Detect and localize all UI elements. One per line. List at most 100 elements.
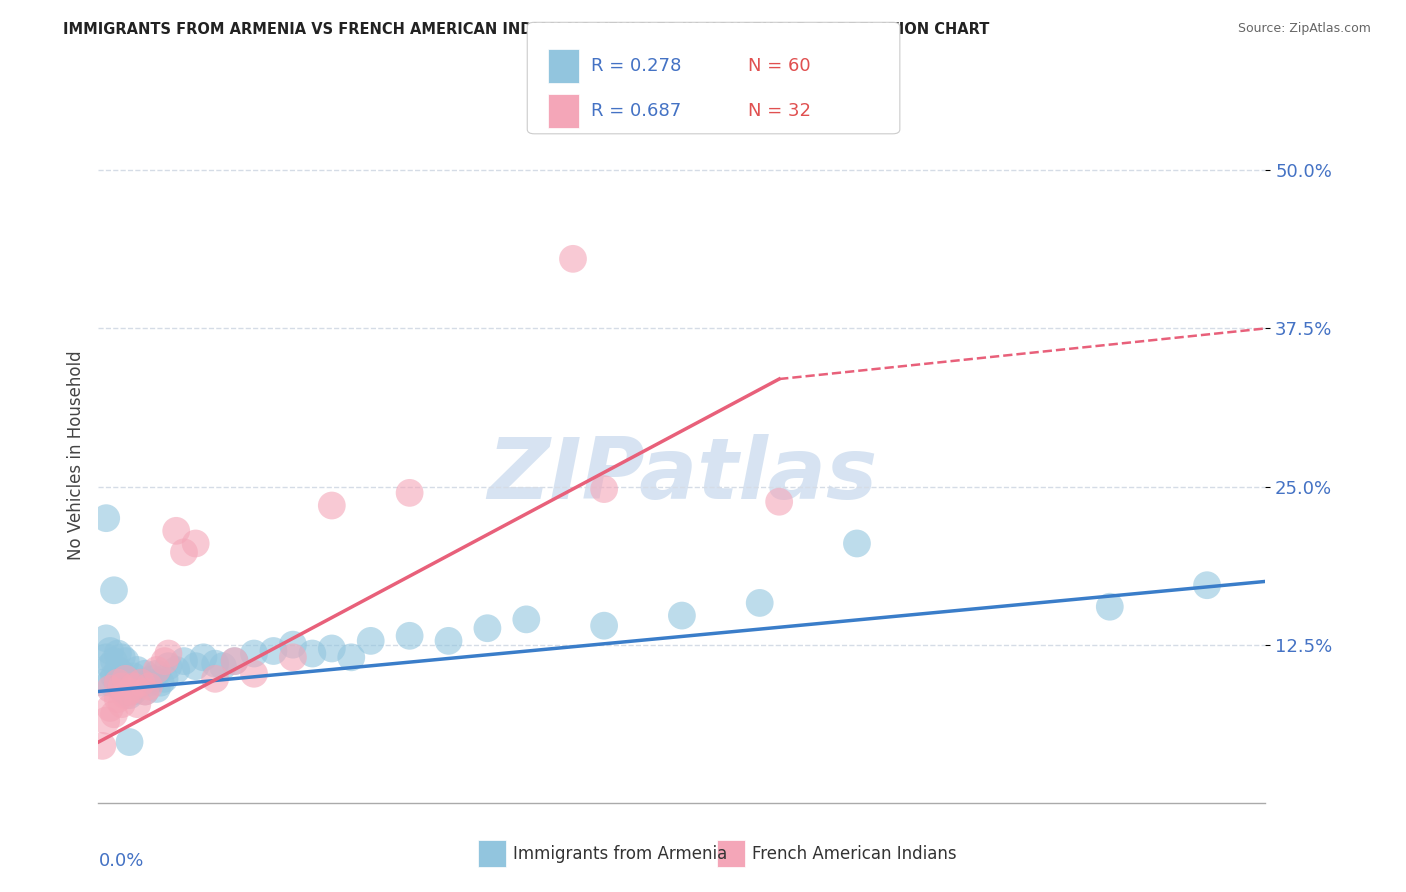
Point (593, 482, 616, 496)
Point (193, 650, 215, 665)
Text: Source: ZipAtlas.com: Source: ZipAtlas.com (1237, 22, 1371, 36)
Point (122, 669, 145, 683)
Point (321, 641, 343, 656)
Point (129, 675, 152, 690)
Point (91, 739, 114, 753)
Text: 0.0%: 0.0% (98, 852, 143, 870)
Point (138, 680, 160, 694)
Point (165, 663, 187, 677)
Point (134, 666, 156, 681)
Point (224, 654, 246, 668)
Point (437, 633, 460, 648)
Point (127, 663, 149, 677)
Point (98, 675, 121, 690)
Point (111, 650, 134, 665)
Point (114, 672, 136, 686)
Point (127, 680, 149, 694)
Point (243, 647, 266, 661)
Point (107, 675, 129, 690)
Text: Immigrants from Armenia: Immigrants from Armenia (513, 845, 727, 863)
Point (118, 684, 141, 698)
Point (122, 680, 145, 694)
Point (149, 675, 172, 690)
Point (173, 545, 195, 559)
Point (153, 672, 176, 686)
Point (204, 672, 226, 686)
Point (593, 618, 616, 632)
Point (146, 666, 169, 681)
Point (212, 659, 235, 673)
Point (98, 659, 121, 673)
Point (1195, 578, 1218, 592)
Point (142, 672, 165, 686)
Point (281, 638, 304, 652)
Point (98, 644, 121, 658)
Point (111, 666, 134, 681)
Point (262, 644, 284, 658)
Point (103, 669, 125, 683)
Point (107, 675, 129, 690)
Y-axis label: No Vehicles in Household: No Vehicles in Household (66, 350, 84, 560)
Point (184, 659, 207, 673)
Point (146, 663, 169, 677)
Point (114, 684, 136, 698)
Text: French American Indians: French American Indians (752, 845, 957, 863)
Point (111, 681, 134, 696)
Point (204, 657, 226, 671)
Point (96, 714, 118, 728)
Point (243, 666, 266, 681)
Point (184, 536, 207, 550)
Point (224, 654, 246, 668)
Point (91, 675, 114, 690)
Point (98, 681, 121, 696)
Point (173, 654, 195, 668)
Point (103, 583, 125, 598)
Point (134, 684, 156, 698)
Point (127, 697, 149, 711)
Point (165, 524, 187, 538)
Text: IMMIGRANTS FROM ARMENIA VS FRENCH AMERICAN INDIAN NO VEHICLES IN HOUSEHOLD CORRE: IMMIGRANTS FROM ARMENIA VS FRENCH AMERIC… (63, 22, 990, 37)
Point (103, 654, 125, 668)
Point (846, 536, 869, 550)
Point (321, 499, 343, 513)
Text: R = 0.278: R = 0.278 (591, 57, 681, 75)
Point (96, 632, 118, 646)
Point (477, 621, 499, 635)
Point (118, 735, 141, 749)
Point (129, 675, 152, 690)
Point (103, 707, 125, 722)
Point (157, 647, 180, 661)
Point (114, 688, 136, 702)
Point (153, 654, 176, 668)
Point (98, 701, 121, 715)
Point (301, 647, 323, 661)
Text: N = 60: N = 60 (748, 57, 811, 75)
Point (768, 494, 790, 508)
Point (96, 511, 118, 525)
Point (340, 650, 363, 665)
Point (360, 633, 382, 648)
Point (114, 672, 136, 686)
Point (107, 692, 129, 706)
Point (138, 675, 160, 690)
Point (96, 650, 118, 665)
Text: ZIPatlas: ZIPatlas (486, 434, 877, 517)
Point (398, 486, 420, 500)
Point (671, 608, 693, 623)
Point (157, 659, 180, 673)
Text: N = 32: N = 32 (748, 102, 811, 120)
Point (515, 612, 537, 626)
Point (562, 252, 585, 266)
Text: R = 0.687: R = 0.687 (591, 102, 681, 120)
Point (398, 629, 420, 643)
Point (1098, 599, 1121, 614)
Point (118, 675, 141, 690)
Point (118, 688, 141, 702)
Point (146, 681, 169, 696)
Point (107, 647, 129, 661)
Point (107, 663, 129, 677)
Point (748, 596, 770, 610)
Point (122, 684, 145, 698)
Point (111, 697, 134, 711)
Point (281, 650, 304, 665)
